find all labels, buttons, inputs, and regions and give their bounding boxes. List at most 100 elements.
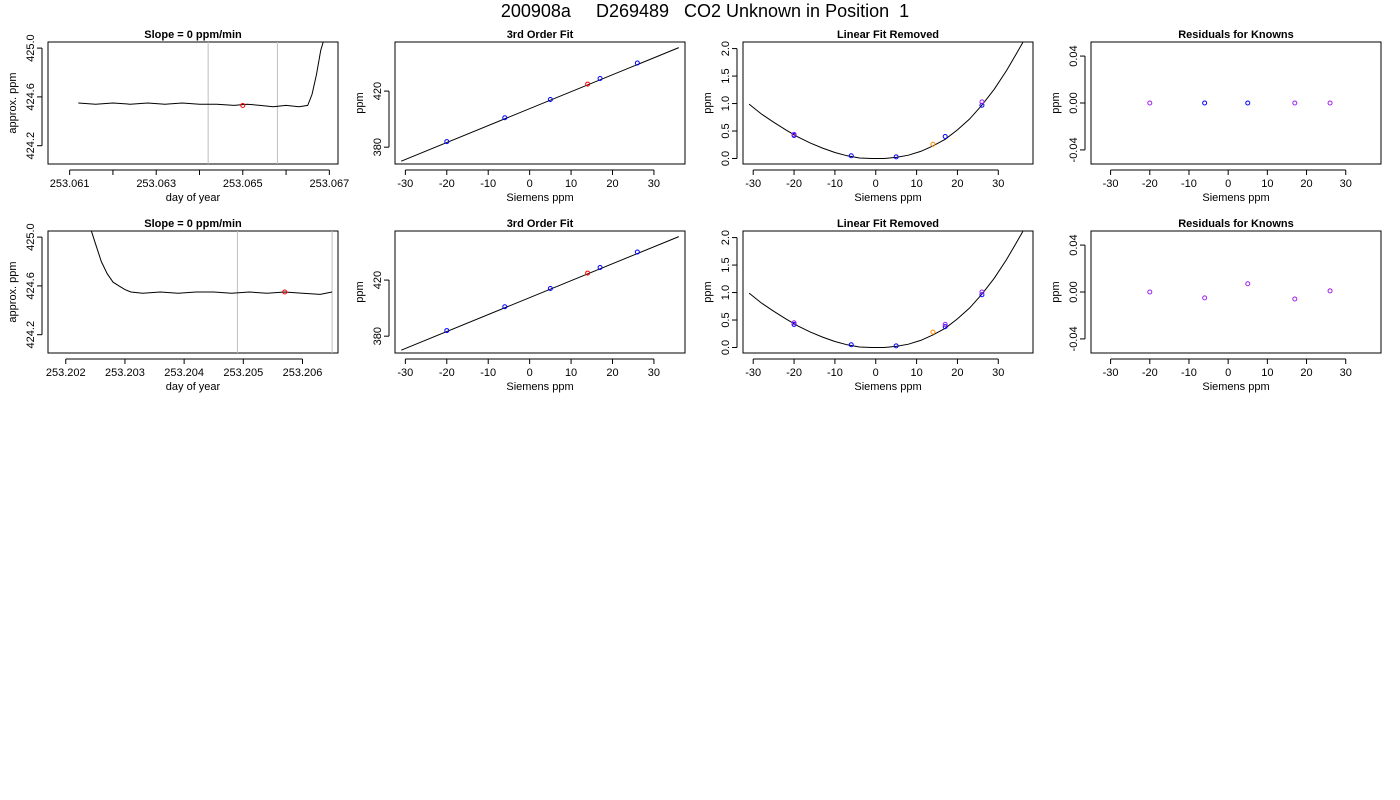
plot-area (401, 236, 679, 351)
chart-panel-3: Linear Fit Removed -30 -20 -10 0 10 20 30 Siemen… (702, 29, 1034, 204)
data-point (942, 134, 948, 140)
data-point (585, 270, 591, 276)
x-tick-label: 253.202 (46, 367, 86, 379)
y-axis-label: approx. ppm (7, 72, 19, 133)
plot-area (401, 47, 679, 162)
plot-frame (47, 230, 339, 354)
x-tick-label: 20 (606, 178, 618, 190)
plot-frame (1090, 230, 1382, 354)
x-tick-label: -10 (827, 178, 843, 190)
x-tick-label: 30 (648, 367, 660, 379)
data-point (502, 115, 508, 121)
chart-panel-8: Residuals for Knowns -30 -20 -10 0 10 20 30 Siem… (1050, 218, 1382, 393)
x-axis: 253.061 253.063 253.065 253.067 day of year (50, 169, 349, 204)
data-point (547, 285, 553, 291)
x-axis-label: Siemens ppm (854, 381, 921, 393)
x-tick-label: 253.206 (283, 367, 323, 379)
x-tick-label: 253.065 (223, 178, 263, 190)
x-tick-label: 30 (1340, 178, 1352, 190)
data-point (634, 249, 640, 255)
x-tick-label: 30 (992, 178, 1004, 190)
x-tick-label: 30 (1340, 367, 1352, 379)
y-tick-label: 0.0 (720, 151, 732, 166)
y-tick-label: 0.0 (720, 340, 732, 355)
x-tick-label: 253.061 (50, 178, 90, 190)
y-axis: 380 420 ppm (354, 271, 390, 345)
fit-curve (748, 231, 1024, 348)
trace-line (78, 42, 324, 108)
x-tick-label: 10 (910, 178, 922, 190)
data-point (1292, 296, 1298, 302)
x-tick-label: 30 (992, 367, 1004, 379)
x-tick-label: 253.067 (309, 178, 349, 190)
x-tick-label: -30 (397, 178, 413, 190)
data-point (791, 320, 797, 326)
marker-point (282, 289, 288, 295)
chart-title: Residuals for Knowns (1178, 218, 1294, 230)
chart-panel-2: 3rd Order Fit -30 -20 -10 0 10 20 30 Siemens ppm… (354, 29, 686, 204)
y-axis-label: ppm (702, 281, 714, 302)
x-tick-label: 20 (606, 367, 618, 379)
plot-area (78, 42, 324, 164)
x-tick-label: -10 (480, 367, 496, 379)
fit-curve (748, 42, 1024, 159)
y-tick-label: -0.04 (1068, 326, 1080, 351)
plot-frame (394, 41, 686, 165)
y-tick-label: 380 (372, 327, 384, 345)
x-tick-label: 20 (1300, 178, 1312, 190)
x-tick-label: -10 (827, 367, 843, 379)
x-axis-label: Siemens ppm (506, 192, 573, 204)
y-tick-label: 1.5 (720, 257, 732, 272)
chart-title: Slope = 0 ppm/min (144, 29, 242, 41)
x-axis: -30 -20 -10 0 10 20 30 Siemens ppm (1103, 358, 1352, 393)
y-tick-label: 0.5 (720, 123, 732, 138)
x-axis-label: Siemens ppm (1202, 381, 1269, 393)
plot-area (1147, 100, 1333, 106)
x-tick-label: -30 (1103, 367, 1119, 379)
x-tick-label: 20 (951, 367, 963, 379)
x-tick-label: 0 (873, 367, 879, 379)
x-axis-label: day of year (166, 192, 221, 204)
y-axis: -0.04 0.00 0.04 ppm (1050, 234, 1086, 351)
y-tick-label: 0.04 (1068, 45, 1080, 66)
x-axis: 253.202 253.203 253.204 253.205 253.206 day o… (46, 358, 323, 393)
data-point (979, 292, 985, 298)
data-point (942, 321, 948, 327)
x-tick-label: -30 (1103, 178, 1119, 190)
chart-title: Residuals for Knowns (1178, 29, 1294, 41)
chart-title: Linear Fit Removed (837, 29, 939, 41)
plot-area (748, 231, 1024, 349)
x-tick-label: 10 (1261, 178, 1273, 190)
x-tick-label: 0 (1225, 367, 1231, 379)
x-tick-label: -20 (1142, 367, 1158, 379)
data-point (444, 328, 450, 334)
data-point (893, 154, 899, 160)
y-axis: 0.0 0.5 1.0 1.5 2.0 ppm (702, 41, 738, 166)
x-axis: -30 -20 -10 0 10 20 30 Siemens ppm (397, 169, 660, 204)
y-axis: 0.0 0.5 1.0 1.5 2.0 ppm (702, 230, 738, 355)
chart-panel-7: Linear Fit Removed -30 -20 -10 0 10 20 30 Siemen… (702, 218, 1034, 393)
x-tick-label: 253.205 (223, 367, 263, 379)
x-tick-label: 30 (648, 178, 660, 190)
marker-point (240, 102, 246, 108)
y-tick-label: 0.04 (1068, 234, 1080, 255)
chart-title: 3rd Order Fit (507, 29, 574, 41)
y-tick-label: 0.5 (720, 312, 732, 327)
y-axis-label: ppm (1050, 92, 1062, 113)
x-tick-label: -20 (439, 178, 455, 190)
data-point (979, 102, 985, 108)
y-tick-label: 380 (372, 138, 384, 156)
data-point (893, 343, 899, 349)
data-point (597, 75, 603, 81)
y-tick-label: 1.0 (720, 96, 732, 111)
plot-area (748, 42, 1024, 160)
y-tick-label: 2.0 (720, 230, 732, 245)
fit-line (401, 236, 679, 351)
plot-area (90, 231, 333, 353)
plot-area (1147, 281, 1333, 302)
fit-line (401, 47, 679, 162)
data-point (585, 81, 591, 87)
data-point (791, 131, 797, 137)
